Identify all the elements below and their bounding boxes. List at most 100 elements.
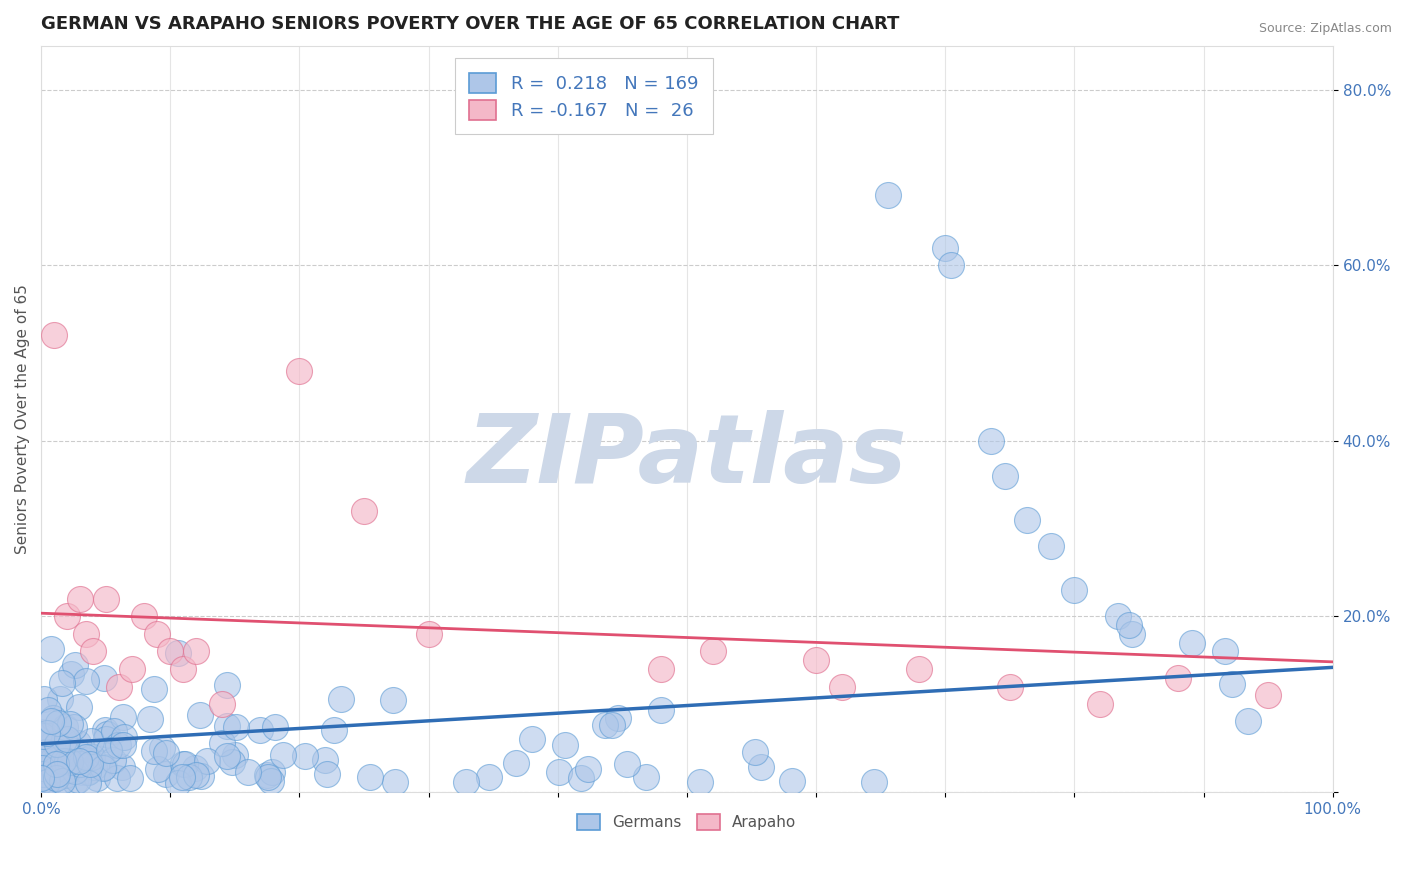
Point	[37, 729, 59, 743]
Point	[77, 764, 100, 779]
Point	[66, 736, 89, 750]
Point	[31, 729, 53, 743]
Text: GERMAN VS ARAPAHO SENIORS POVERTY OVER THE AGE OF 65 CORRELATION CHART: GERMAN VS ARAPAHO SENIORS POVERTY OVER T…	[41, 15, 900, 33]
Point	[86, 771, 108, 785]
Point	[139, 712, 162, 726]
Point	[225, 720, 247, 734]
Point	[554, 738, 576, 752]
Point	[55, 755, 77, 769]
Point	[30, 750, 52, 764]
Point	[1063, 582, 1085, 597]
Point	[264, 720, 287, 734]
Point	[53, 755, 76, 769]
Point	[600, 718, 623, 732]
Point	[34, 745, 56, 759]
Point	[66, 772, 89, 787]
Point	[146, 763, 169, 777]
Point	[94, 731, 117, 746]
Point	[51, 676, 73, 690]
Point	[908, 662, 931, 676]
Point	[831, 680, 853, 694]
Point	[73, 753, 96, 767]
Point	[294, 748, 316, 763]
Point	[134, 609, 156, 624]
Point	[30, 771, 52, 785]
Point	[31, 763, 53, 777]
Point	[75, 750, 97, 764]
Text: Source: ZipAtlas.com: Source: ZipAtlas.com	[1258, 22, 1392, 36]
Point	[45, 771, 67, 785]
Point	[42, 752, 65, 766]
Point	[55, 731, 77, 746]
Point	[1015, 513, 1038, 527]
Point	[91, 761, 114, 775]
Point	[45, 771, 67, 785]
Point	[576, 762, 599, 776]
Point	[112, 739, 135, 753]
Point	[876, 188, 898, 202]
Y-axis label: Seniors Poverty Over the Age of 65: Seniors Poverty Over the Age of 65	[15, 284, 30, 554]
Point	[146, 627, 169, 641]
Point	[211, 736, 233, 750]
Point	[330, 692, 353, 706]
Point	[1257, 689, 1279, 703]
Point	[172, 757, 194, 772]
Point	[41, 756, 63, 770]
Point	[111, 710, 134, 724]
Point	[217, 719, 239, 733]
Point	[79, 754, 101, 768]
Point	[93, 760, 115, 774]
Point	[190, 769, 212, 783]
Point	[82, 644, 104, 658]
Point	[46, 767, 69, 781]
Point	[94, 723, 117, 737]
Point	[103, 723, 125, 738]
Point	[934, 241, 956, 255]
Point	[478, 770, 501, 784]
Point	[260, 774, 283, 789]
Point	[314, 754, 336, 768]
Point	[89, 752, 111, 766]
Point	[32, 731, 55, 745]
Point	[188, 707, 211, 722]
Point	[650, 703, 672, 717]
Point	[184, 644, 207, 658]
Point	[94, 591, 117, 606]
Point	[107, 739, 129, 753]
Point	[53, 720, 76, 734]
Point	[41, 752, 63, 766]
Point	[79, 757, 101, 772]
Point	[42, 711, 65, 725]
Point	[39, 774, 62, 789]
Point	[260, 764, 283, 779]
Point	[184, 768, 207, 782]
Point	[75, 674, 97, 689]
Point	[75, 627, 97, 641]
Point	[939, 258, 962, 272]
Point	[744, 745, 766, 759]
Point	[256, 768, 278, 782]
Point	[315, 767, 337, 781]
Point	[211, 697, 233, 711]
Point	[249, 723, 271, 738]
Point	[569, 771, 592, 785]
Point	[49, 691, 72, 706]
Point	[155, 767, 177, 781]
Point	[782, 773, 804, 788]
Point	[155, 746, 177, 760]
Point	[34, 750, 56, 764]
Point	[51, 773, 73, 788]
Point	[159, 644, 181, 658]
Point	[77, 776, 100, 790]
Point	[63, 764, 86, 778]
Point	[863, 774, 886, 789]
Point	[107, 680, 129, 694]
Point	[595, 718, 617, 732]
Point	[55, 768, 77, 782]
Point	[59, 717, 82, 731]
Point	[42, 763, 65, 777]
Point	[35, 726, 58, 740]
Point	[418, 627, 440, 641]
Point	[31, 724, 53, 739]
Point	[384, 775, 406, 789]
